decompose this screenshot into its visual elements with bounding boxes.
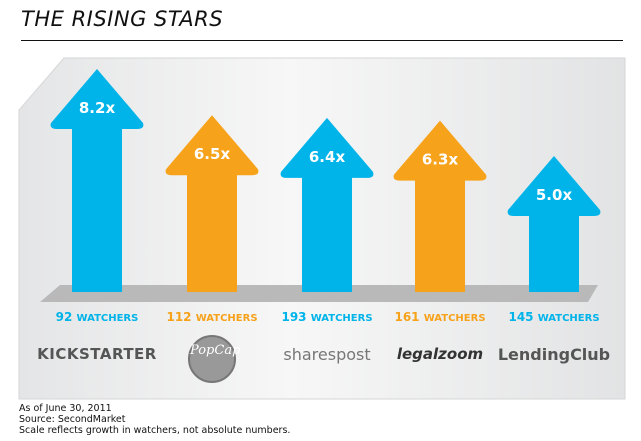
- watchers-count: 112: [166, 310, 192, 324]
- arrow-bar-2: [280, 117, 374, 292]
- watchers-count: 193: [281, 310, 307, 324]
- arrow-bar-0: [50, 68, 144, 293]
- watchers-label: 112 WATCHERS: [152, 310, 272, 324]
- title-rule: [21, 40, 623, 41]
- company-logo-kickstarter: KICKSTARTER: [37, 345, 157, 363]
- watchers-unit: WATCHERS: [310, 313, 373, 324]
- value-label: 5.0x: [536, 186, 573, 204]
- watchers-label: 193 WATCHERS: [267, 310, 387, 324]
- watchers-label: 145 WATCHERS: [494, 310, 614, 324]
- watchers-label: 161 WATCHERS: [380, 310, 500, 324]
- watchers-unit: WATCHERS: [76, 313, 139, 324]
- watchers-count: 161: [394, 310, 420, 324]
- chart-title: THE RISING STARS: [21, 7, 224, 31]
- logo-text: KICKSTARTER: [37, 345, 157, 363]
- arrow-bar-3: [393, 120, 487, 292]
- logo-text: LendingClub: [497, 345, 611, 364]
- watchers-count: 145: [508, 310, 534, 324]
- note-date: As of June 30, 2011: [19, 403, 112, 414]
- company-logo-legalzoom: legalzoom: [380, 345, 500, 363]
- value-label: 8.2x: [79, 99, 116, 117]
- watchers-count: 92: [55, 310, 73, 324]
- arrow-bar-1: [165, 115, 259, 292]
- watchers-unit: WATCHERS: [195, 313, 258, 324]
- company-logo-lendingclub: LendingClub: [494, 345, 614, 364]
- watchers-unit: WATCHERS: [423, 313, 486, 324]
- footnotes: As of June 30, 2011 Source: SecondMarket…: [19, 403, 290, 436]
- value-label: 6.4x: [309, 148, 346, 166]
- value-label: 6.3x: [422, 151, 459, 169]
- watchers-label: 92 WATCHERS: [37, 310, 157, 324]
- logo-text: PopCap: [188, 335, 240, 383]
- note-source: Source: SecondMarket: [19, 414, 126, 425]
- logo-text: legalzoom: [396, 345, 484, 363]
- arrow-bar-4: [507, 156, 601, 292]
- logo-text: sharespost: [283, 345, 371, 364]
- note-scale: Scale reflects growth in watchers, not a…: [19, 425, 291, 436]
- company-logo-sharespost: sharespost: [267, 345, 387, 364]
- company-logo-popcap: PopCap: [152, 335, 272, 383]
- value-label: 6.5x: [194, 145, 231, 163]
- watchers-unit: WATCHERS: [537, 313, 600, 324]
